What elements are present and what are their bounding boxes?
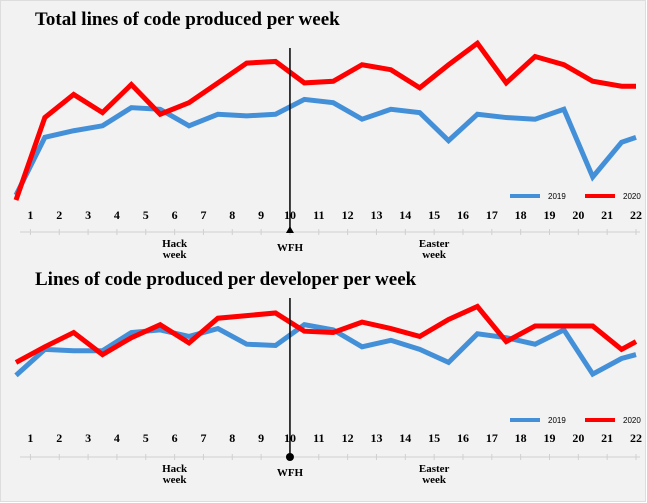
annotation-label: Hack [162, 238, 188, 250]
x-tick-label: 7 [200, 208, 206, 222]
x-tick-label: 17 [486, 208, 498, 222]
x-tick-label: 12 [342, 208, 354, 222]
x-tick-label: 22 [630, 431, 642, 445]
x-tick-label: 18 [515, 431, 527, 445]
x-tick-label: 6 [172, 431, 178, 445]
annotation-marker [285, 226, 294, 233]
x-tick-label: 16 [457, 208, 469, 222]
x-tick-label: 14 [399, 431, 411, 445]
annotation-label: week [422, 474, 447, 486]
annotation-label: week [422, 249, 447, 261]
x-tick-label: 9 [258, 431, 264, 445]
x-tick-label: 13 [370, 431, 382, 445]
annotation-label: Easter [419, 238, 450, 250]
x-tick-label: 8 [229, 208, 235, 222]
x-tick-label: 6 [172, 208, 178, 222]
x-tick-label: 1 [27, 208, 33, 222]
x-tick-label: 2 [56, 431, 62, 445]
x-tick-label: 20 [572, 431, 584, 445]
x-tick-label: 2 [56, 208, 62, 222]
legend-label: 2019 [548, 192, 566, 201]
x-tick-label: 17 [486, 431, 498, 445]
legend-label: 2019 [548, 416, 566, 425]
chart-title: Lines of code produced per developer per… [35, 269, 417, 290]
legend-label: 2020 [623, 192, 641, 201]
annotation-label: Hack [162, 463, 188, 475]
line-series [13, 96, 637, 197]
annotation-label: week [163, 474, 188, 486]
x-tick-label: 11 [313, 431, 324, 445]
chart-title: Total lines of code produced per week [35, 9, 340, 30]
x-tick-label: 19 [543, 431, 555, 445]
annotation-label: WFH [277, 242, 304, 254]
x-tick-label: 22 [630, 208, 642, 222]
line-series [13, 39, 636, 201]
x-tick-label: 15 [428, 431, 440, 445]
x-tick-label: 13 [370, 208, 382, 222]
x-tick-label: 4 [114, 208, 120, 222]
x-tick-label: 5 [143, 431, 149, 445]
x-tick-label: 1 [27, 431, 33, 445]
x-tick-label: 18 [515, 208, 527, 222]
annotation-label: WFH [277, 467, 304, 479]
x-tick-label: 15 [428, 208, 440, 222]
legend-label: 2020 [623, 416, 641, 425]
x-tick-label: 14 [399, 208, 411, 222]
x-tick-label: 7 [200, 431, 206, 445]
x-tick-label: 3 [85, 208, 91, 222]
x-tick-label: 5 [143, 208, 149, 222]
x-tick-label: 11 [313, 208, 324, 222]
x-tick-label: 8 [229, 431, 235, 445]
annotation-marker [285, 453, 294, 461]
annotation-label: week [163, 249, 188, 261]
x-tick-label: 16 [457, 431, 469, 445]
x-tick-label: 9 [258, 208, 264, 222]
line-series [14, 303, 638, 365]
x-tick-label: 3 [85, 431, 91, 445]
x-tick-label: 12 [342, 431, 354, 445]
x-tick-label: 4 [114, 431, 120, 445]
x-tick-label: 20 [572, 208, 584, 222]
x-tick-label: 19 [543, 208, 555, 222]
x-tick-label: 21 [601, 431, 613, 445]
annotation-label: Easter [419, 463, 450, 475]
x-tick-label: 21 [601, 208, 613, 222]
